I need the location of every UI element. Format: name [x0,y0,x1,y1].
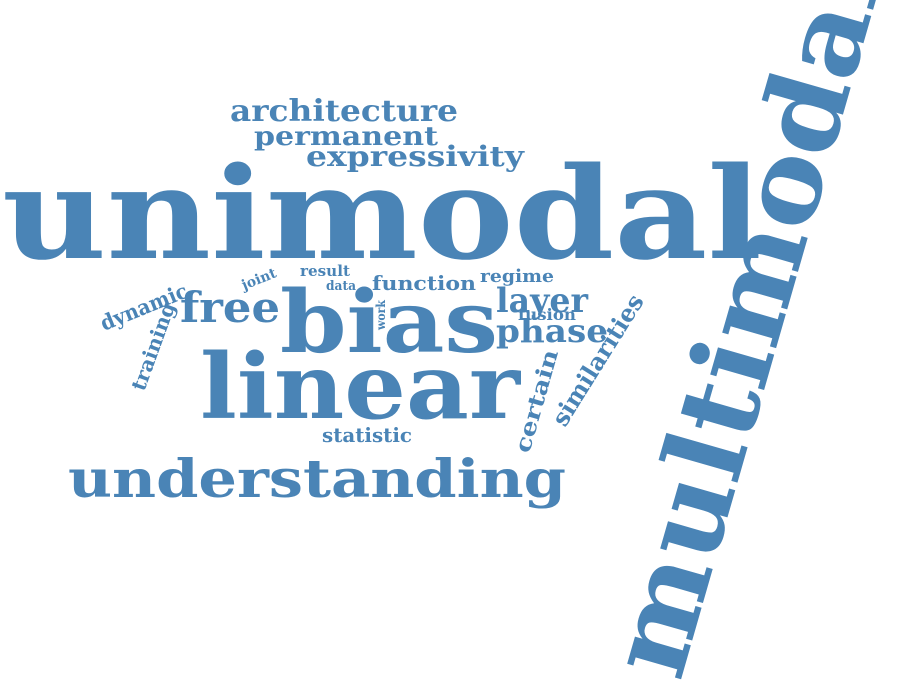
word-data: data [326,279,357,294]
word-bias: bias [280,272,498,373]
word-phase: phase [496,312,608,350]
word-multimodal: multimodal [584,0,900,683]
word-result: result [300,262,350,280]
word-statistic: statistic [322,423,412,447]
word-regime: regime [480,266,554,287]
word-function: function [372,271,476,295]
word-work: work [374,299,388,331]
word-unimodal: unimodal [2,139,762,288]
word-free: free [180,283,280,332]
word-expressivity: expressivity [306,140,525,173]
word-architecture: architecture [230,94,458,129]
word-understanding: understanding [68,449,566,510]
word-linear: linear [200,334,522,440]
word-permanent: permanent [254,122,438,152]
word-fusion: fusion [518,305,576,324]
word-layer: layer [496,281,589,321]
